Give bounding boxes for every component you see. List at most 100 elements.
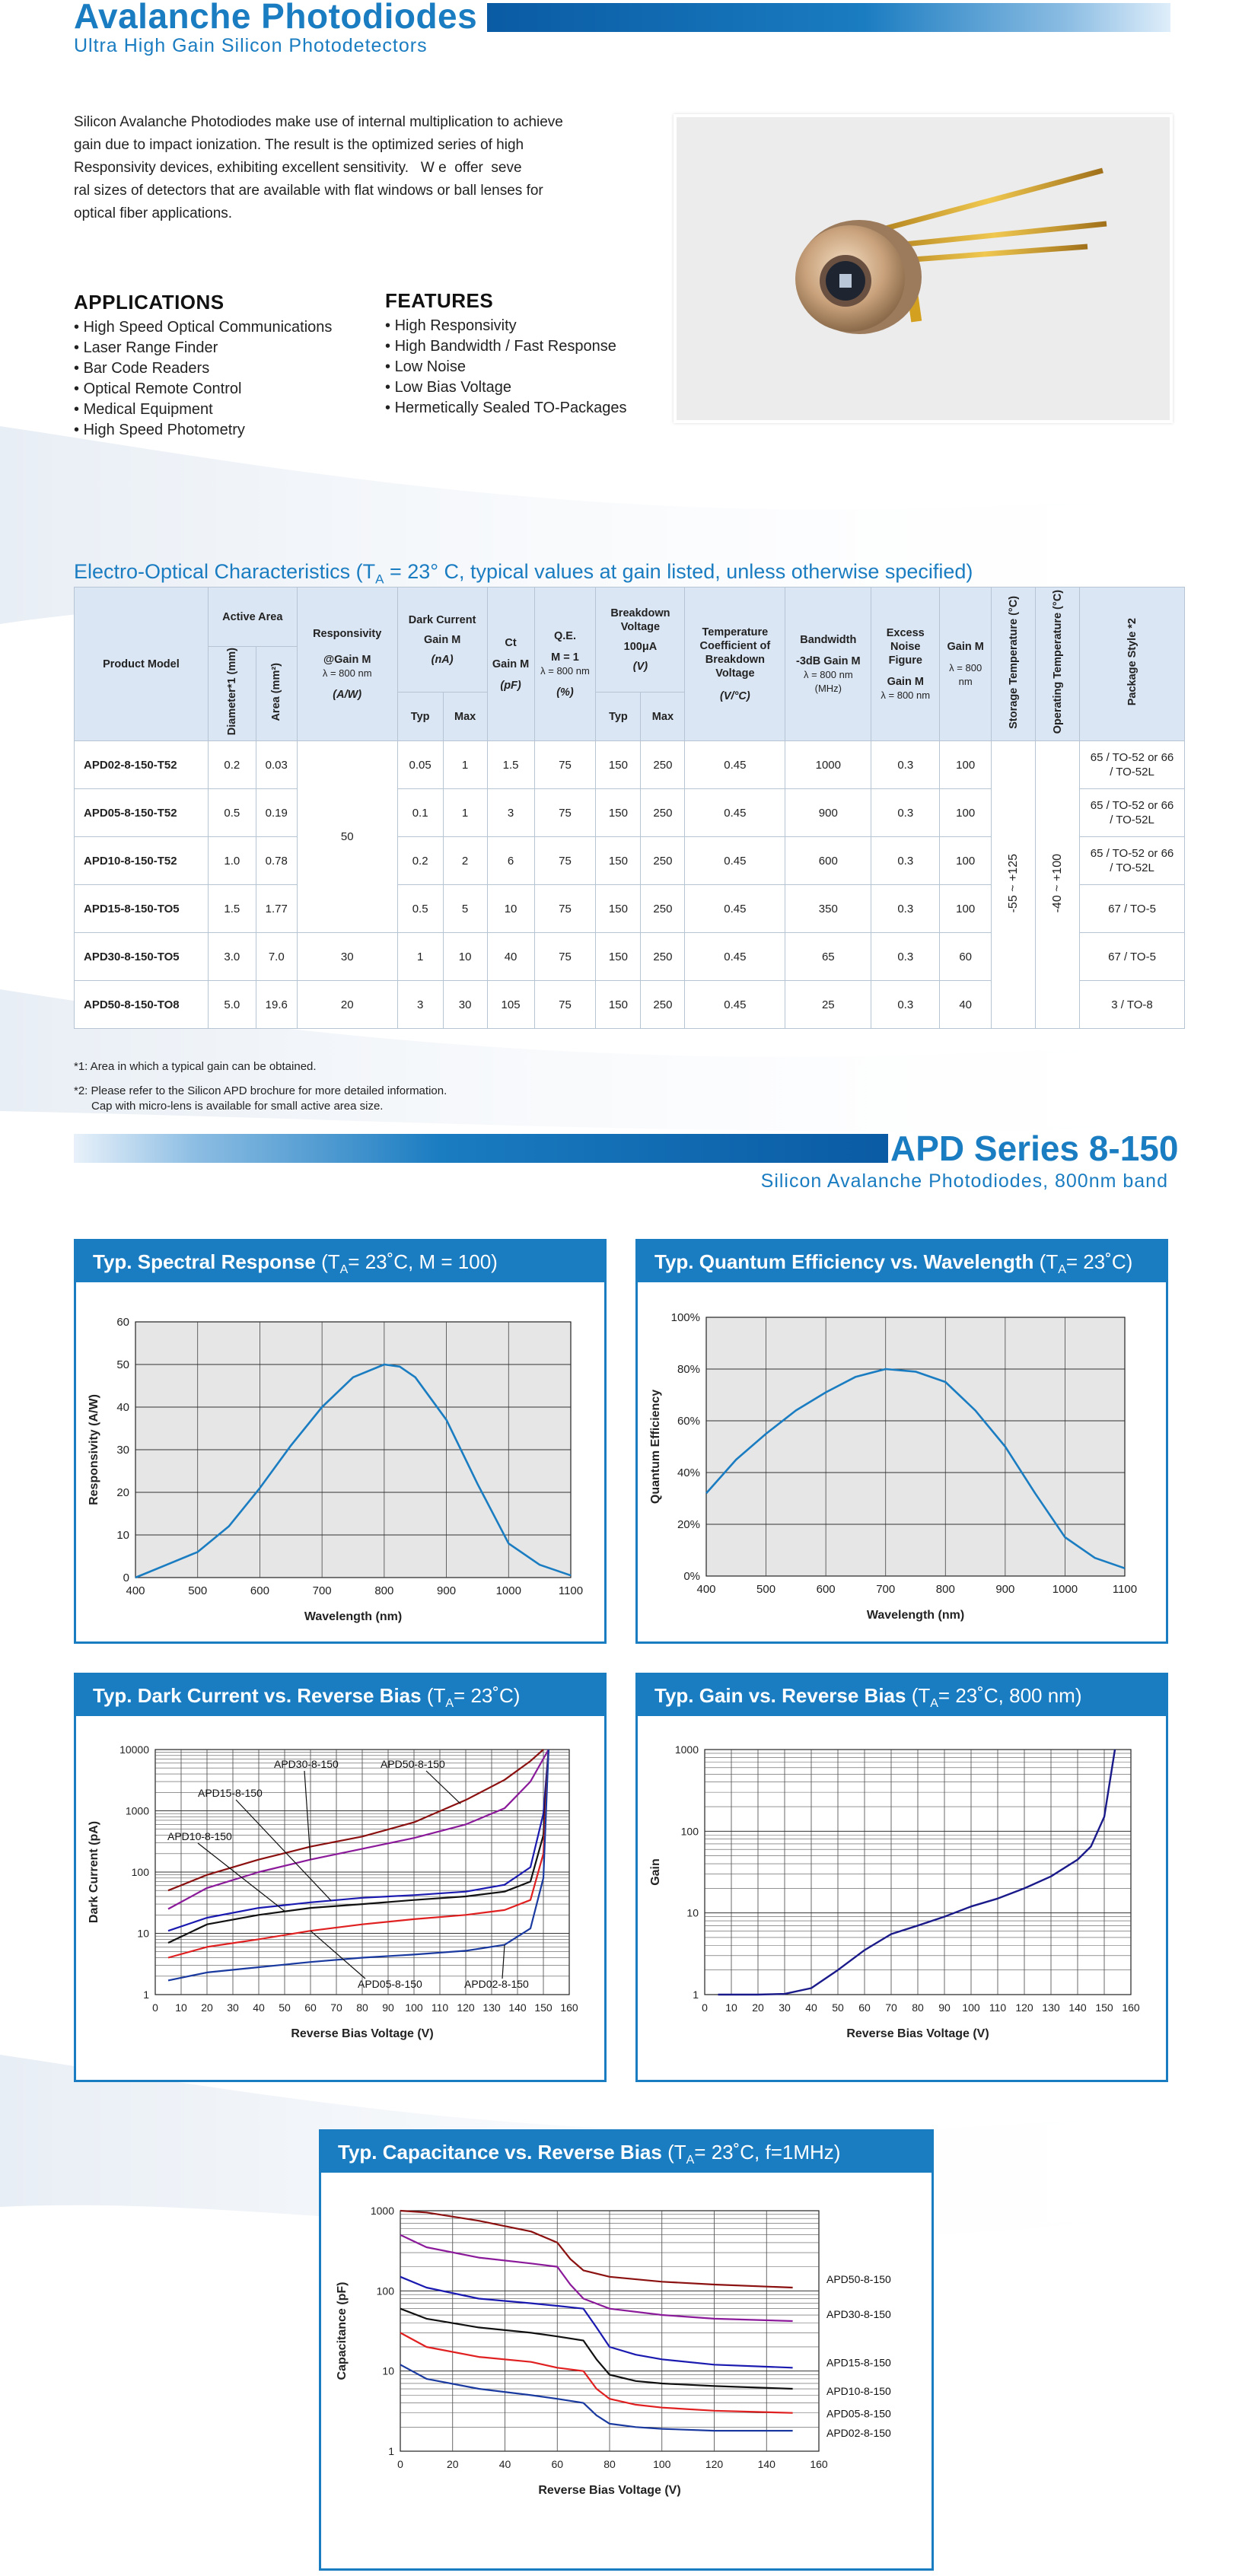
panel-title: Typ. Quantum Efficiency vs. Wavelength (… (638, 1241, 1166, 1282)
series-line (167, 1749, 544, 1892)
th-storage-temp: Storage Temperature (°C) (991, 587, 1037, 741)
th-responsivity: Responsivity @Gain M λ = 800 nm (A/W) (296, 587, 398, 741)
table-cell: 0.3 (871, 836, 941, 885)
y-tick-label: 40% (677, 1466, 700, 1479)
series-label: APD02-8-150 (826, 2427, 891, 2439)
chart-cond: (T (315, 1250, 340, 1273)
x-tick-label: 70 (330, 2001, 342, 2014)
series-label: APD50-8-150 (826, 2273, 891, 2285)
table-cell: APD02-8-150-T52 (74, 740, 209, 789)
dark-current-panel: Typ. Dark Current vs. Reverse Bias (TA= … (74, 1673, 607, 2082)
table-cell: APD50-8-150-TO8 (74, 980, 209, 1029)
th-label: Ct (505, 636, 517, 649)
chart-cond: = 23˚C, 800 nm) (938, 1684, 1082, 1707)
series-label: APD10-8-150 (167, 1830, 232, 1842)
table-cell: 250 (640, 980, 686, 1029)
chart-cond-sub: A (930, 1697, 938, 1711)
table-row: APD02-8-150-T52 0.2 0.03 50 0.05 1 1.5 75 150 250… (74, 740, 1185, 1029)
x-tick-label: 20 (447, 2458, 459, 2470)
table-cell: APD10-8-150-T52 (74, 836, 209, 885)
chart-cond: = 23˚C) (1065, 1250, 1133, 1273)
table-cell: 150 (595, 836, 642, 885)
table-cell: 0.5 (396, 884, 444, 933)
eo-title-main: Electro-Optical Characteristics (74, 560, 351, 583)
table-cell: 0.45 (684, 788, 786, 837)
table-cell: 1.5 (486, 740, 535, 789)
table-cell: 65 (785, 932, 872, 981)
table-row: APD15-8-150-TO5 1.5 1.77 0.5 5 10 75 150 250 0.45… (74, 884, 1185, 933)
list-item: High Speed Optical Communications (74, 317, 333, 338)
th-qe: Q.E. M = 1 λ = 800 nm (%) (533, 587, 597, 741)
series-label: APD02-8-150 (464, 1978, 529, 1990)
x-tick-label: 40 (499, 2458, 511, 2470)
x-axis-label: Reverse Bias Voltage (V) (846, 2027, 989, 2040)
table-cell: 1000 (785, 740, 872, 789)
x-tick-label: 80 (912, 2001, 924, 2014)
table-cell: 0.19 (255, 788, 298, 837)
th-cond: -3dB Gain M (796, 654, 861, 667)
y-tick-label: 100 (377, 2285, 395, 2297)
page-subtitle: Ultra High Gain Silicon Photodetectors (74, 35, 428, 56)
table-cell: 5 (442, 884, 488, 933)
quantum-efficiency-panel: Typ. Quantum Efficiency vs. Wavelength (… (635, 1239, 1168, 1644)
gain-chart: 0 10 20 30 40 50 60 70 80 90 100 110 120 130 140 150 160… (649, 1743, 1140, 2040)
x-axis-label: Reverse Bias Voltage (V) (538, 2484, 680, 2497)
table-cell: 1 (442, 740, 488, 789)
panel-title: Typ. Dark Current vs. Reverse Bias (TA= … (76, 1675, 604, 1716)
x-tick-label: 60 (551, 2458, 563, 2470)
y-tick-label: 1000 (371, 2205, 394, 2217)
intro-paragraph: Silicon Avalanche Photodiodes make use o… (74, 111, 607, 225)
list-item: Laser Range Finder (74, 338, 332, 358)
series-label: APD15-8-150 (198, 1787, 263, 1799)
th-bandwidth: Bandwidth -3dB Gain M λ = 800 nm (MHz) (785, 587, 872, 741)
y-tick-label: 10 (137, 1928, 149, 1940)
x-tick-label: 600 (250, 1584, 269, 1597)
table-cell: 40 (486, 932, 535, 981)
table-cell: APD30-8-150-TO5 (74, 932, 209, 981)
chart-cond-sub: A (1058, 1263, 1066, 1277)
table-cell: 65 / TO-52 or 66 / TO-52L (1079, 836, 1185, 885)
table-cell: APD15-8-150-TO5 (74, 884, 209, 933)
th-label: Breakdown Voltage (610, 607, 670, 633)
table-cell: 150 (595, 932, 642, 981)
th-unit: (V) (632, 660, 648, 673)
table-cell: 0.45 (684, 932, 786, 981)
series-line (167, 1749, 549, 1932)
table-cell: 30 (442, 980, 488, 1029)
y-tick-label: 20 (116, 1486, 129, 1499)
th-label: Responsivity (313, 627, 382, 640)
th-label: Dark Current (408, 613, 476, 626)
operating-temp-cell: -40 ~ +100 (1035, 740, 1081, 1029)
eo-table-title: Electro-Optical Characteristics (TA = 23… (74, 560, 973, 587)
panel-title: Typ. Spectral Response (TA= 23˚C, M = 10… (76, 1241, 604, 1282)
series-line (167, 1749, 549, 1944)
table-cell: 10 (442, 932, 488, 981)
table-cell: 0.3 (871, 740, 941, 789)
table-cell: 0.3 (871, 932, 941, 981)
y-tick-label: 100 (132, 1866, 150, 1878)
table-cell: 0.3 (871, 788, 941, 837)
gain-panel: Typ. Gain vs. Reverse Bias (TA= 23˚C, 80… (635, 1673, 1168, 2082)
leader-line (502, 1944, 505, 1979)
chart-title: Typ. Dark Current vs. Reverse Bias (93, 1684, 422, 1707)
y-tick-label: 10 (382, 2365, 394, 2377)
th-bv-max: Max (640, 692, 686, 741)
th-breakdown: Breakdown Voltage 100μA (V) (595, 587, 686, 693)
x-tick-label: 160 (810, 2458, 828, 2470)
chart-cond-sub: A (686, 2154, 695, 2167)
table-row: APD30-8-150-TO5 3.0 7.0 30 1 10 40 75 150 250 0.45… (74, 932, 1185, 981)
leader-line (310, 1930, 366, 1979)
th-label: Bandwidth (800, 633, 857, 646)
list-item: Low Bias Voltage (385, 377, 627, 398)
panel-title: Typ. Gain vs. Reverse Bias (TA= 23˚C, 80… (638, 1675, 1166, 1716)
applications-list: High Speed Optical Communications Laser … (74, 317, 333, 441)
y-tick-label: 40 (116, 1401, 129, 1414)
x-axis-label: Wavelength (nm) (304, 1610, 402, 1623)
y-tick-label: 100 (681, 1825, 699, 1837)
table-cell: 20 (296, 980, 398, 1029)
series-label: APD50-8-150 (381, 1758, 445, 1770)
table-cell: 1.77 (255, 884, 298, 933)
y-axis-label: Responsivity (A/W) (88, 1394, 100, 1505)
y-tick-label: 60% (677, 1415, 700, 1428)
list-item: Bar Code Readers (74, 358, 332, 379)
